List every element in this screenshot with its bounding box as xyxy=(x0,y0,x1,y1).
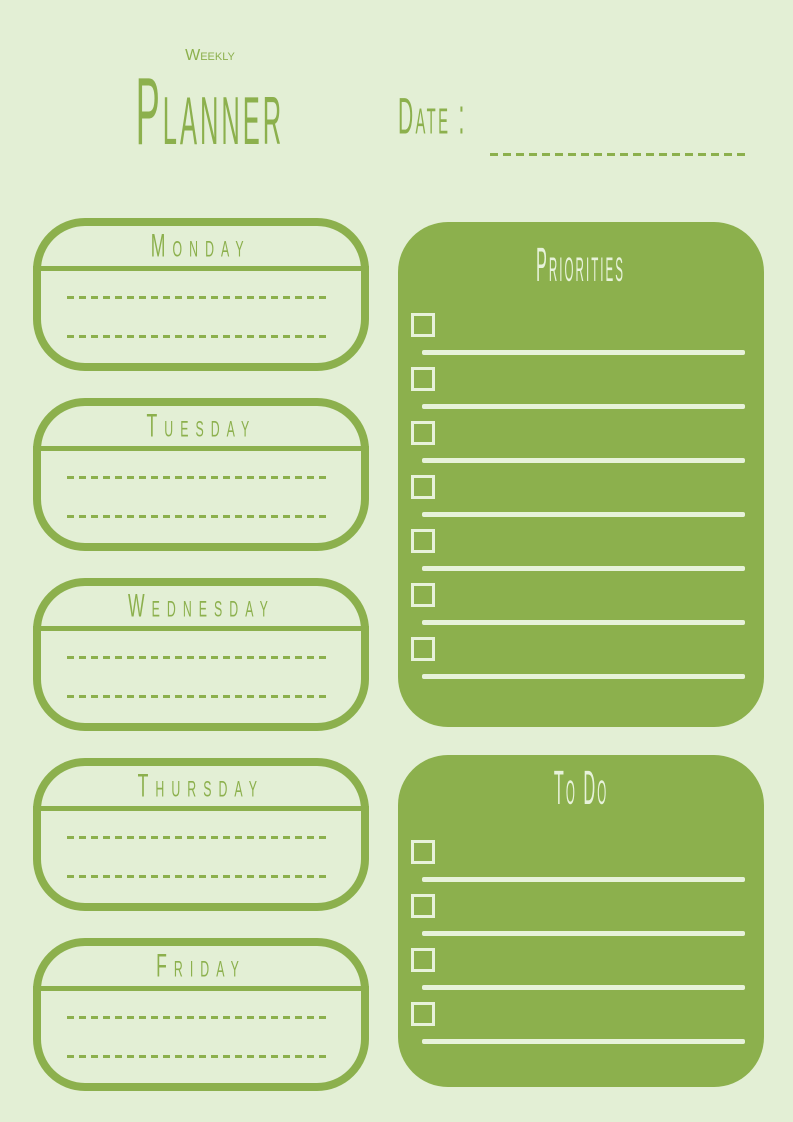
checklist-row xyxy=(398,310,764,364)
task-write-line xyxy=(422,985,745,990)
priorities-panel: Priorities xyxy=(398,222,764,727)
day-title-label: Monday xyxy=(151,229,251,265)
day-title-label: Friday xyxy=(156,949,246,985)
writing-line xyxy=(67,836,331,839)
writing-line xyxy=(67,656,331,659)
checklist-row xyxy=(398,891,764,945)
checkbox-icon[interactable] xyxy=(411,367,435,391)
page-title-line1: Weekly xyxy=(185,47,235,64)
day-title: Wednesday xyxy=(41,588,361,626)
priorities-title-label: Priorities xyxy=(536,239,626,293)
day-card-wednesday: Wednesday xyxy=(33,578,369,731)
checklist-row xyxy=(398,580,764,634)
checkbox-icon[interactable] xyxy=(411,475,435,499)
checkbox-icon[interactable] xyxy=(411,894,435,918)
checkbox-icon[interactable] xyxy=(411,583,435,607)
checkbox-icon[interactable] xyxy=(411,529,435,553)
writing-line xyxy=(67,695,331,698)
checkbox-icon[interactable] xyxy=(411,637,435,661)
checkbox-icon[interactable] xyxy=(411,948,435,972)
day-title-label: Thursday xyxy=(137,769,265,805)
day-card-tuesday: Tuesday xyxy=(33,398,369,551)
day-title: Friday xyxy=(41,948,361,986)
checkbox-icon[interactable] xyxy=(411,1002,435,1026)
day-title: Monday xyxy=(41,228,361,266)
priorities-title: Priorities xyxy=(398,222,764,293)
priorities-checklist xyxy=(398,288,764,688)
day-title-separator xyxy=(33,806,369,811)
todo-panel: To Do xyxy=(398,755,764,1087)
day-column: Monday Tuesday Wednesday Thursday Friday xyxy=(33,218,369,1118)
checkbox-icon[interactable] xyxy=(411,313,435,337)
checklist-row xyxy=(398,634,764,688)
todo-title-label: To Do xyxy=(553,762,609,816)
task-write-line xyxy=(422,404,745,409)
checklist-row xyxy=(398,999,764,1053)
task-write-line xyxy=(422,458,745,463)
writing-line xyxy=(67,476,331,479)
day-title: Tuesday xyxy=(41,408,361,446)
writing-line xyxy=(67,296,331,299)
task-write-line xyxy=(422,877,745,882)
writing-line xyxy=(67,515,331,518)
checklist-row xyxy=(398,418,764,472)
task-write-line xyxy=(422,350,745,355)
writing-line xyxy=(67,875,331,878)
page-title: Weekly Planner xyxy=(95,47,325,162)
writing-line xyxy=(67,1055,331,1058)
task-write-line xyxy=(422,674,745,679)
day-title-separator xyxy=(33,446,369,451)
date-write-line xyxy=(490,153,746,156)
checklist-row xyxy=(398,364,764,418)
task-write-line xyxy=(422,1039,745,1044)
day-card-thursday: Thursday xyxy=(33,758,369,911)
task-write-line xyxy=(422,931,745,936)
date-label: Date : xyxy=(398,88,467,146)
writing-line xyxy=(67,335,331,338)
task-write-line xyxy=(422,566,745,571)
checklist-row xyxy=(398,945,764,999)
checkbox-icon[interactable] xyxy=(411,421,435,445)
task-write-line xyxy=(422,512,745,517)
writing-line xyxy=(67,1016,331,1019)
checklist-row xyxy=(398,472,764,526)
checklist-row xyxy=(398,837,764,891)
checkbox-icon[interactable] xyxy=(411,840,435,864)
day-card-monday: Monday xyxy=(33,218,369,371)
task-write-line xyxy=(422,620,745,625)
date-field: Date : xyxy=(398,88,758,160)
checklist-row xyxy=(398,526,764,580)
day-title-separator xyxy=(33,986,369,991)
day-title-separator xyxy=(33,626,369,631)
day-title-separator xyxy=(33,266,369,271)
todo-title: To Do xyxy=(398,755,764,816)
day-title-label: Tuesday xyxy=(146,409,256,445)
todo-checklist xyxy=(398,811,764,1053)
lists-column: Priorities xyxy=(398,222,764,1087)
day-title: Thursday xyxy=(41,768,361,806)
page-title-line2: Planner xyxy=(135,60,285,166)
day-title-label: Wednesday xyxy=(127,589,275,625)
day-card-friday: Friday xyxy=(33,938,369,1091)
